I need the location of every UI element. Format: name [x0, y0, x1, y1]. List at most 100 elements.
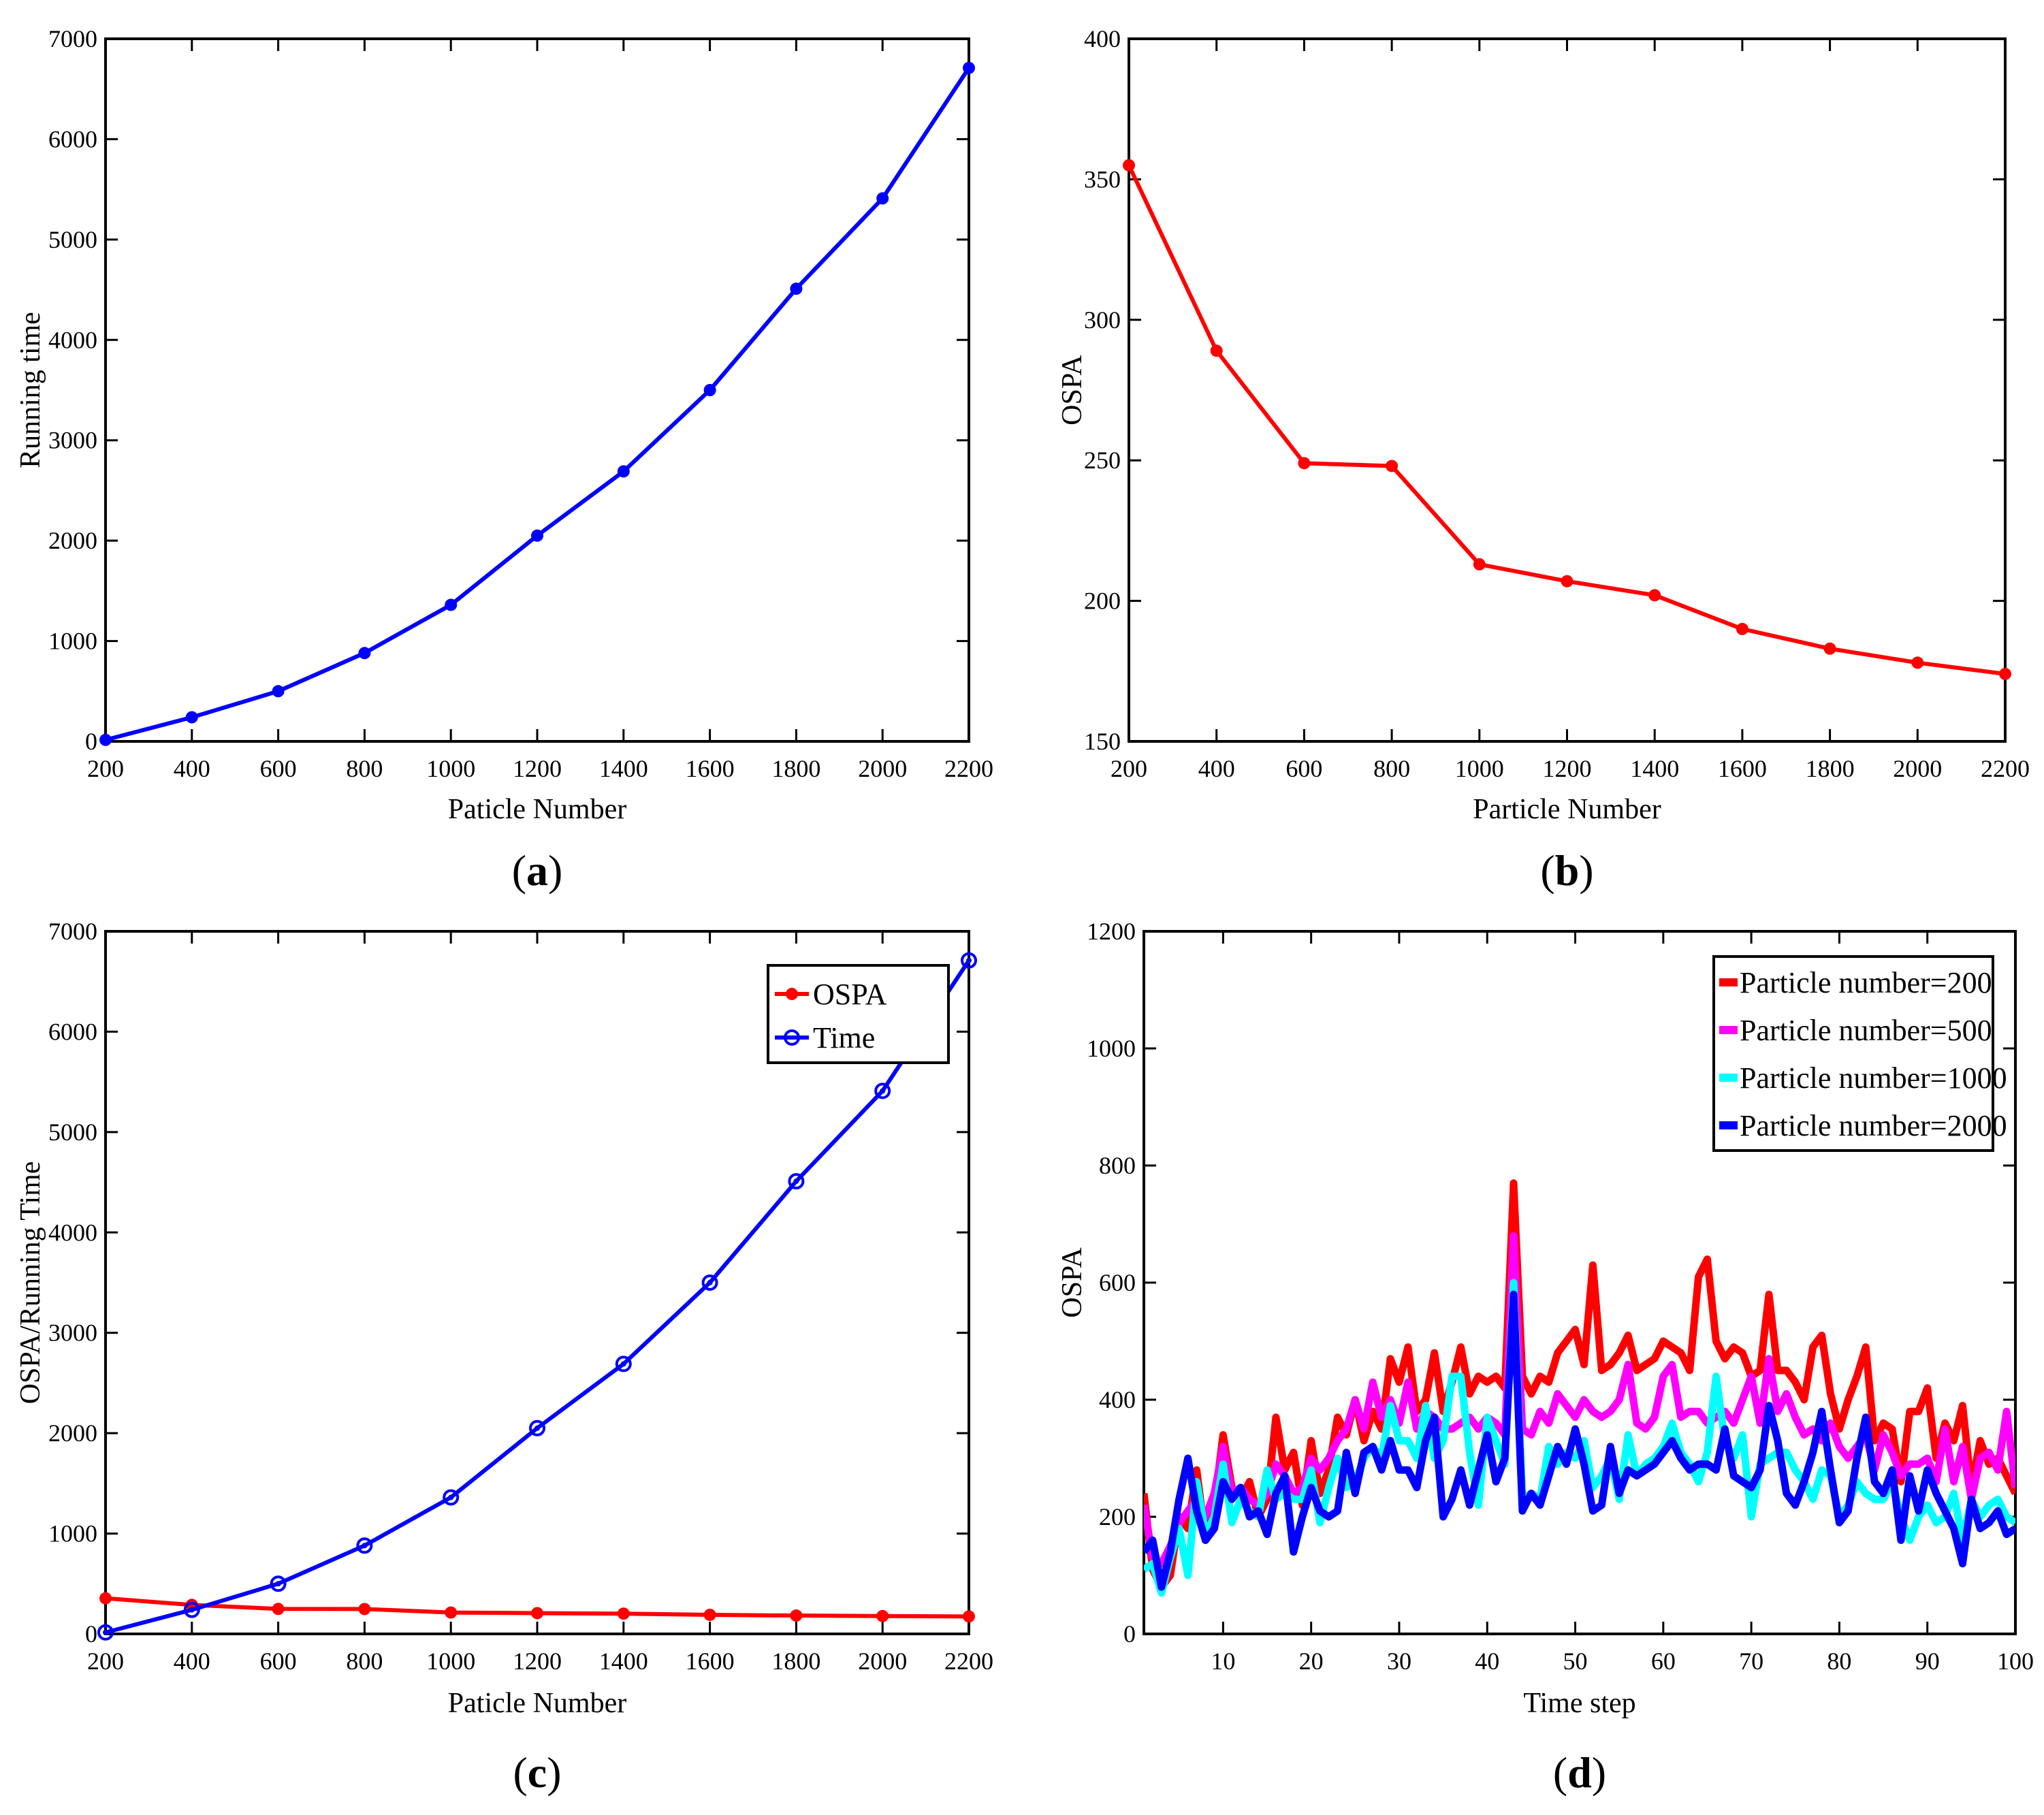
x-axis-label: Paticle Number — [448, 1688, 626, 1719]
y-axis-label: Running time — [15, 312, 46, 468]
data-point — [1561, 575, 1574, 588]
y-tick-label: 1000 — [1087, 1035, 1136, 1062]
plot-frame — [104, 37, 970, 743]
data-point — [617, 465, 630, 478]
y-tick-label: 300 — [1084, 306, 1121, 334]
data-point — [1648, 589, 1661, 602]
x-tick-label: 600 — [260, 755, 297, 782]
data-point — [443, 1489, 460, 1506]
panel-label: (c) — [513, 1748, 561, 1797]
data-point — [531, 1607, 543, 1620]
data-point — [876, 1609, 889, 1622]
x-tick-label: 1000 — [1455, 755, 1504, 782]
legend-label: Particle number=500 — [1740, 1014, 1992, 1047]
data-point — [185, 711, 198, 724]
x-tick-label: 30 — [1387, 1648, 1411, 1675]
series-line — [1144, 1179, 2015, 1591]
y-tick-label: 1000 — [48, 1520, 97, 1547]
x-tick-label: 400 — [174, 755, 210, 782]
data-point — [97, 1624, 114, 1641]
y-tick-label: 3000 — [48, 1319, 97, 1347]
x-tick-label: 1400 — [599, 1648, 648, 1675]
series-line — [106, 67, 969, 741]
series-line — [1129, 164, 2005, 676]
x-tick-label: 80 — [1827, 1648, 1851, 1675]
x-tick-label: 1800 — [1806, 755, 1855, 782]
y-tick-label: 6000 — [48, 125, 97, 152]
series-line — [1129, 164, 2005, 676]
x-tick-label: 800 — [1373, 755, 1410, 782]
legend-box — [767, 964, 950, 1064]
series-line — [1144, 1290, 2015, 1591]
data-point — [1123, 159, 1135, 172]
data-point — [99, 1592, 112, 1605]
x-tick-label: 600 — [260, 1648, 297, 1675]
y-tick-label: 5000 — [48, 1119, 97, 1146]
legend-box — [1712, 955, 1994, 1152]
data-point — [790, 1609, 803, 1622]
data-point — [529, 1419, 545, 1436]
x-tick-label: 1200 — [513, 1648, 562, 1675]
data-point — [790, 283, 803, 295]
data-point — [1210, 344, 1223, 357]
panel-c: 200 400 600 800 1000 1200 1400 1600 1800 2000 2200… — [15, 918, 993, 1797]
y-tick-label: 7000 — [48, 918, 97, 945]
x-tick-label: 2000 — [858, 755, 907, 782]
legend-label: Time — [813, 1021, 875, 1055]
panel-a: 200 400 600 800 1000 1200 1400 1600 1800 2000 2200… — [15, 25, 993, 895]
x-tick-label: 2200 — [1981, 755, 2030, 782]
y-tick-label: 150 — [1084, 728, 1121, 755]
data-point-center — [448, 1494, 454, 1500]
y-tick-label: 250 — [1084, 447, 1121, 474]
y-tick-label: 0 — [85, 728, 97, 755]
x-tick-label: 1600 — [686, 755, 735, 782]
x-tick-label: 10 — [1211, 1648, 1235, 1675]
x-tick-label: 1600 — [686, 1648, 735, 1675]
x-tick-label: 2200 — [944, 755, 993, 782]
data-point-center — [275, 1581, 281, 1587]
x-tick-label: 600 — [1286, 755, 1322, 782]
x-tick-label: 800 — [346, 1648, 383, 1675]
y-tick-label: 1200 — [1087, 918, 1136, 945]
panel-label: (b) — [1540, 846, 1593, 895]
data-point-center — [620, 1361, 626, 1367]
y-tick-label: 400 — [1084, 25, 1121, 52]
legend-label: OSPA — [813, 978, 887, 1011]
x-tick-label: 1000 — [426, 755, 475, 782]
x-tick-label: 200 — [87, 755, 124, 782]
x-axis-label: Time step — [1523, 1688, 1635, 1719]
legend-marker — [784, 1029, 800, 1046]
series-line — [106, 67, 969, 741]
x-tick-label: 400 — [1198, 755, 1235, 782]
y-tick-label: 200 — [1084, 588, 1121, 615]
x-axis-label: Paticle Number — [448, 794, 626, 825]
x-tick-label: 60 — [1651, 1648, 1676, 1675]
panel-label: (a) — [512, 846, 563, 895]
data-point — [1911, 656, 1924, 669]
data-point-center — [103, 1629, 108, 1635]
data-point — [615, 1355, 632, 1372]
data-point-center — [966, 957, 972, 963]
y-tick-label: 600 — [1099, 1269, 1136, 1296]
legend-marker — [786, 988, 798, 1000]
data-point — [272, 685, 285, 698]
panel-d: 10 20 30 40 50 60 70 80 90 1000200400600800100012… — [1057, 918, 2034, 1797]
x-tick-label: 2200 — [944, 1648, 993, 1675]
x-tick-label: 1200 — [513, 755, 562, 782]
y-tick-label: 6000 — [48, 1018, 97, 1045]
y-tick-label: 800 — [1099, 1152, 1136, 1179]
data-point — [445, 598, 458, 611]
data-point — [703, 384, 716, 396]
x-axis-label: Particle Number — [1473, 794, 1661, 825]
x-tick-label: 400 — [174, 1648, 210, 1675]
x-tick-label: 40 — [1475, 1648, 1499, 1675]
data-point — [358, 1603, 371, 1616]
x-tick-label: 90 — [1915, 1648, 1940, 1675]
y-tick-label: 4000 — [48, 326, 97, 353]
y-tick-label: 0 — [85, 1620, 97, 1648]
y-axis-label: OSPA — [1057, 1247, 1088, 1318]
y-tick-label: 7000 — [48, 25, 97, 52]
data-point — [1736, 622, 1748, 635]
y-tick-label: 200 — [1099, 1503, 1136, 1530]
data-point — [703, 1608, 716, 1621]
